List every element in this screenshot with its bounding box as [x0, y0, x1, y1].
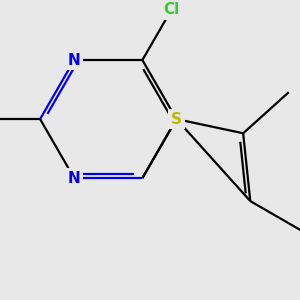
Text: N: N — [68, 52, 81, 68]
Text: S: S — [171, 112, 182, 127]
Text: Cl: Cl — [163, 2, 179, 17]
Text: N: N — [68, 171, 81, 186]
